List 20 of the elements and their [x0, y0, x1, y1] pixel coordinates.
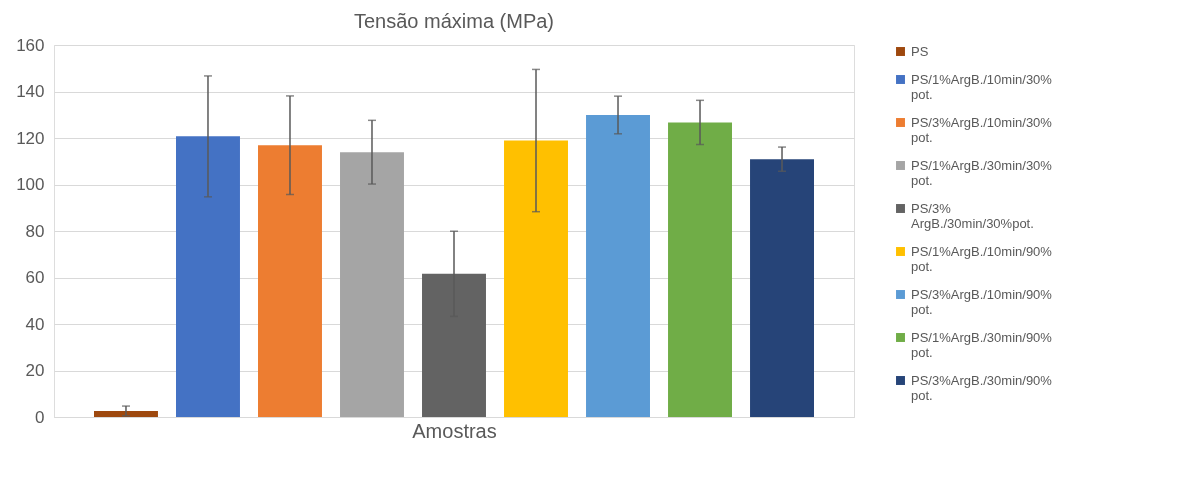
- y-tick-label: 120: [16, 128, 45, 148]
- y-tick-label: 40: [25, 314, 45, 334]
- legend-label: PS/3%ArgB./10min/30% pot.: [911, 114, 1053, 145]
- legend-label: PS: [911, 43, 929, 59]
- y-tick-label: 140: [16, 82, 45, 101]
- y-tick-label: 20: [25, 361, 45, 380]
- chart-title: Tensão máxima (MPa): [353, 10, 555, 32]
- y-tick-label: 0: [35, 407, 45, 427]
- y-tick-label: 100: [16, 175, 45, 194]
- legend-label: PS/1%ArgB./10min/30% pot.: [911, 71, 1053, 102]
- y-tick-label: 160: [16, 35, 45, 55]
- legend-label: PS/1%ArgB./30min/90% pot.: [911, 329, 1053, 360]
- legend-label: PS/3% ArgB./30min/30%pot.: [911, 200, 1034, 231]
- x-axis-title: Amostras: [412, 419, 497, 442]
- legend-label: PS/3%ArgB./10min/90% pot.: [911, 286, 1053, 317]
- legend-label: PS/1%ArgB./30min/30% pot.: [911, 157, 1053, 188]
- y-tick-label: 60: [25, 268, 45, 287]
- y-tick-label: 80: [25, 221, 45, 241]
- legend-label: PS/1%ArgB./10min/90% pot.: [911, 243, 1053, 274]
- legend-label: PS/3%ArgB./30min/90% pot.: [911, 372, 1053, 403]
